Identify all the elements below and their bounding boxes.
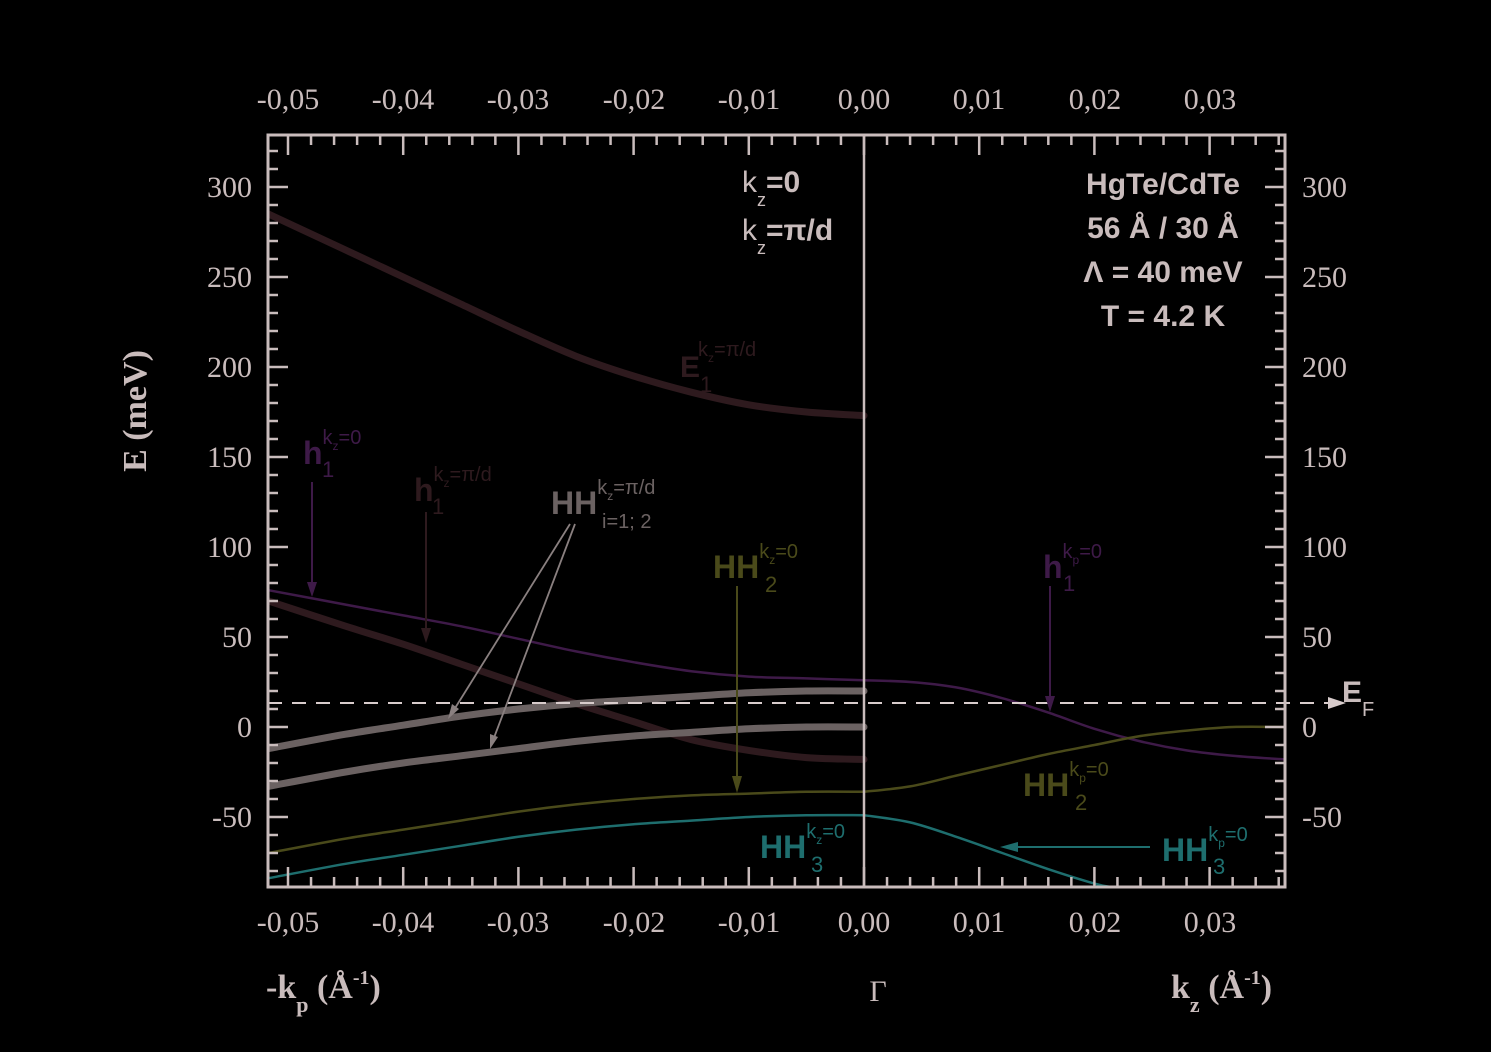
curve-hh2-kz-0- xyxy=(268,790,866,855)
curve-hh2-kz-d- xyxy=(268,723,868,790)
y-tick-label: -50 xyxy=(1302,801,1342,834)
x-tick-label: -0,02 xyxy=(603,83,666,116)
x-tick-label: -0,04 xyxy=(372,906,435,939)
curve-hh3-kp-0- xyxy=(862,813,1113,887)
legend-kz0: kz=0 xyxy=(742,166,800,210)
x-tick-label: 0,00 xyxy=(838,906,891,939)
y-tick-label: -50 xyxy=(212,801,252,834)
x-tick-label: -0,01 xyxy=(718,83,781,116)
y-tick-label: 250 xyxy=(207,261,252,294)
label-HH3-kp0-sub: 3 xyxy=(1213,854,1225,879)
x-axis-title-right: kz (Å-1) xyxy=(1171,967,1272,1017)
arrow-HH2 xyxy=(491,523,576,744)
gamma-label: Γ xyxy=(869,975,886,1008)
arrowhead-icon xyxy=(1000,842,1018,852)
right-y-tick-labels: 300 250 200 150 100 50 0 -50 xyxy=(1302,171,1347,834)
y-tick-label: 200 xyxy=(207,351,252,384)
axis-ticks xyxy=(268,135,1285,887)
lambda-label: Λ = 40 meV xyxy=(1083,256,1242,289)
label-HH2-kp0-sub: 2 xyxy=(1075,790,1087,815)
y-tick-label: 300 xyxy=(1302,171,1347,204)
label-HH3-kz0-sub: 3 xyxy=(811,852,823,877)
y-tick-label: 0 xyxy=(1302,711,1317,744)
band-curves xyxy=(268,210,1285,887)
label-h1-kz0: hkz=0 xyxy=(303,427,361,471)
y-tick-label: 300 xyxy=(207,171,252,204)
plot-frame xyxy=(266,133,1287,889)
legend-kzpi: kz=π/d xyxy=(742,214,833,258)
curve-h1-kp-0- xyxy=(862,678,1285,761)
label-HH2-kz0-sub: 2 xyxy=(765,572,777,597)
arrowhead-icon xyxy=(448,704,459,719)
curve-e1-kz-d- xyxy=(268,210,868,420)
y-tick-label: 250 xyxy=(1302,261,1347,294)
fermi-arrow-icon xyxy=(1328,697,1346,709)
temperature-label: T = 4.2 K xyxy=(1101,300,1226,333)
sample-info-block: HgTe/CdTe 56 Å / 30 Å Λ = 40 meV T = 4.2… xyxy=(1083,168,1242,333)
arrowhead-icon xyxy=(307,582,317,597)
y-tick-label: 50 xyxy=(1302,621,1332,654)
x-tick-label: -0,05 xyxy=(257,906,320,939)
top-x-tick-labels: -0,05 -0,04 -0,03 -0,02 -0,01 0,00 0,01 … xyxy=(257,83,1237,116)
x-tick-label: -0,03 xyxy=(487,83,550,116)
pointer-arrows xyxy=(307,482,1150,852)
label-HH3-kz0: HHkz=0 xyxy=(760,821,845,865)
x-tick-label: -0,02 xyxy=(603,906,666,939)
arrow-HH1 xyxy=(451,523,571,714)
y-tick-label: 0 xyxy=(237,711,252,744)
label-h1-kp0: hkp=0 xyxy=(1043,541,1102,585)
thickness-label: 56 Å / 30 Å xyxy=(1087,212,1239,245)
label-h1-kzpi: hkz=π/d xyxy=(414,464,492,508)
arrowhead-icon xyxy=(1045,696,1055,712)
y-tick-label: 200 xyxy=(1302,351,1347,384)
x-tick-label: 0,01 xyxy=(953,906,1006,939)
left-y-tick-labels: 300 250 200 150 100 50 0 -50 xyxy=(207,171,252,834)
x-tick-label: -0,04 xyxy=(372,83,435,116)
label-h1-kzpi-sub: 1 xyxy=(432,494,444,519)
label-h1-kp0-sub: 1 xyxy=(1063,571,1075,596)
y-tick-label: 100 xyxy=(1302,531,1347,564)
fermi-label: EF xyxy=(1342,676,1374,721)
y-axis-title: E (meV) xyxy=(117,350,154,472)
x-tick-label: 0,02 xyxy=(1069,83,1122,116)
label-HH-i: HHkz=π/d xyxy=(551,477,655,521)
arrowhead-icon xyxy=(732,776,742,793)
label-E1-sub: 1 xyxy=(700,372,712,397)
x-tick-label: -0,05 xyxy=(257,83,320,116)
y-tick-label: 50 xyxy=(222,621,252,654)
x-axis-title-left: -kp (Å-1) xyxy=(266,967,381,1017)
x-tick-label: -0,01 xyxy=(718,906,781,939)
curve-hh2-kp-0- xyxy=(862,725,1285,794)
curve-h1-kz-0- xyxy=(268,588,866,682)
kz-legend-block: kz=0 kz=π/d xyxy=(742,166,833,258)
curve-labels: Ekz=π/d 1 hkz=0 1 hkz=π/d 1 HHkz=π/d i=1… xyxy=(303,339,1248,879)
x-tick-label: 0,01 xyxy=(953,83,1006,116)
fermi-level: EF xyxy=(268,676,1374,721)
curve-hh3-kz-0- xyxy=(268,813,866,880)
arrowhead-icon xyxy=(490,734,498,749)
label-HH-i-sub: i=1; 2 xyxy=(602,511,651,533)
y-tick-label: 150 xyxy=(1302,441,1347,474)
x-tick-label: 0,03 xyxy=(1184,906,1237,939)
x-tick-label: 0,03 xyxy=(1184,83,1237,116)
x-tick-label: 0,02 xyxy=(1069,906,1122,939)
label-E1: Ekz=π/d xyxy=(680,339,756,384)
bottom-x-tick-labels: -0,05 -0,04 -0,03 -0,02 -0,01 0,00 0,01 … xyxy=(257,906,1237,939)
arrowhead-icon xyxy=(421,628,431,643)
y-tick-label: 100 xyxy=(207,531,252,564)
label-h1-kz0-sub: 1 xyxy=(322,457,334,482)
curve-hh1-kz-d- xyxy=(268,687,868,753)
x-tick-label: -0,03 xyxy=(487,906,550,939)
material-label: HgTe/CdTe xyxy=(1086,168,1240,201)
y-tick-label: 150 xyxy=(207,441,252,474)
label-HH2-kp0: HHkp=0 xyxy=(1023,759,1109,803)
label-HH2-kz0: HHkz=0 xyxy=(713,541,798,585)
label-HH3-kp0: HHkp=0 xyxy=(1162,824,1248,868)
x-tick-label: 0,00 xyxy=(838,83,891,116)
